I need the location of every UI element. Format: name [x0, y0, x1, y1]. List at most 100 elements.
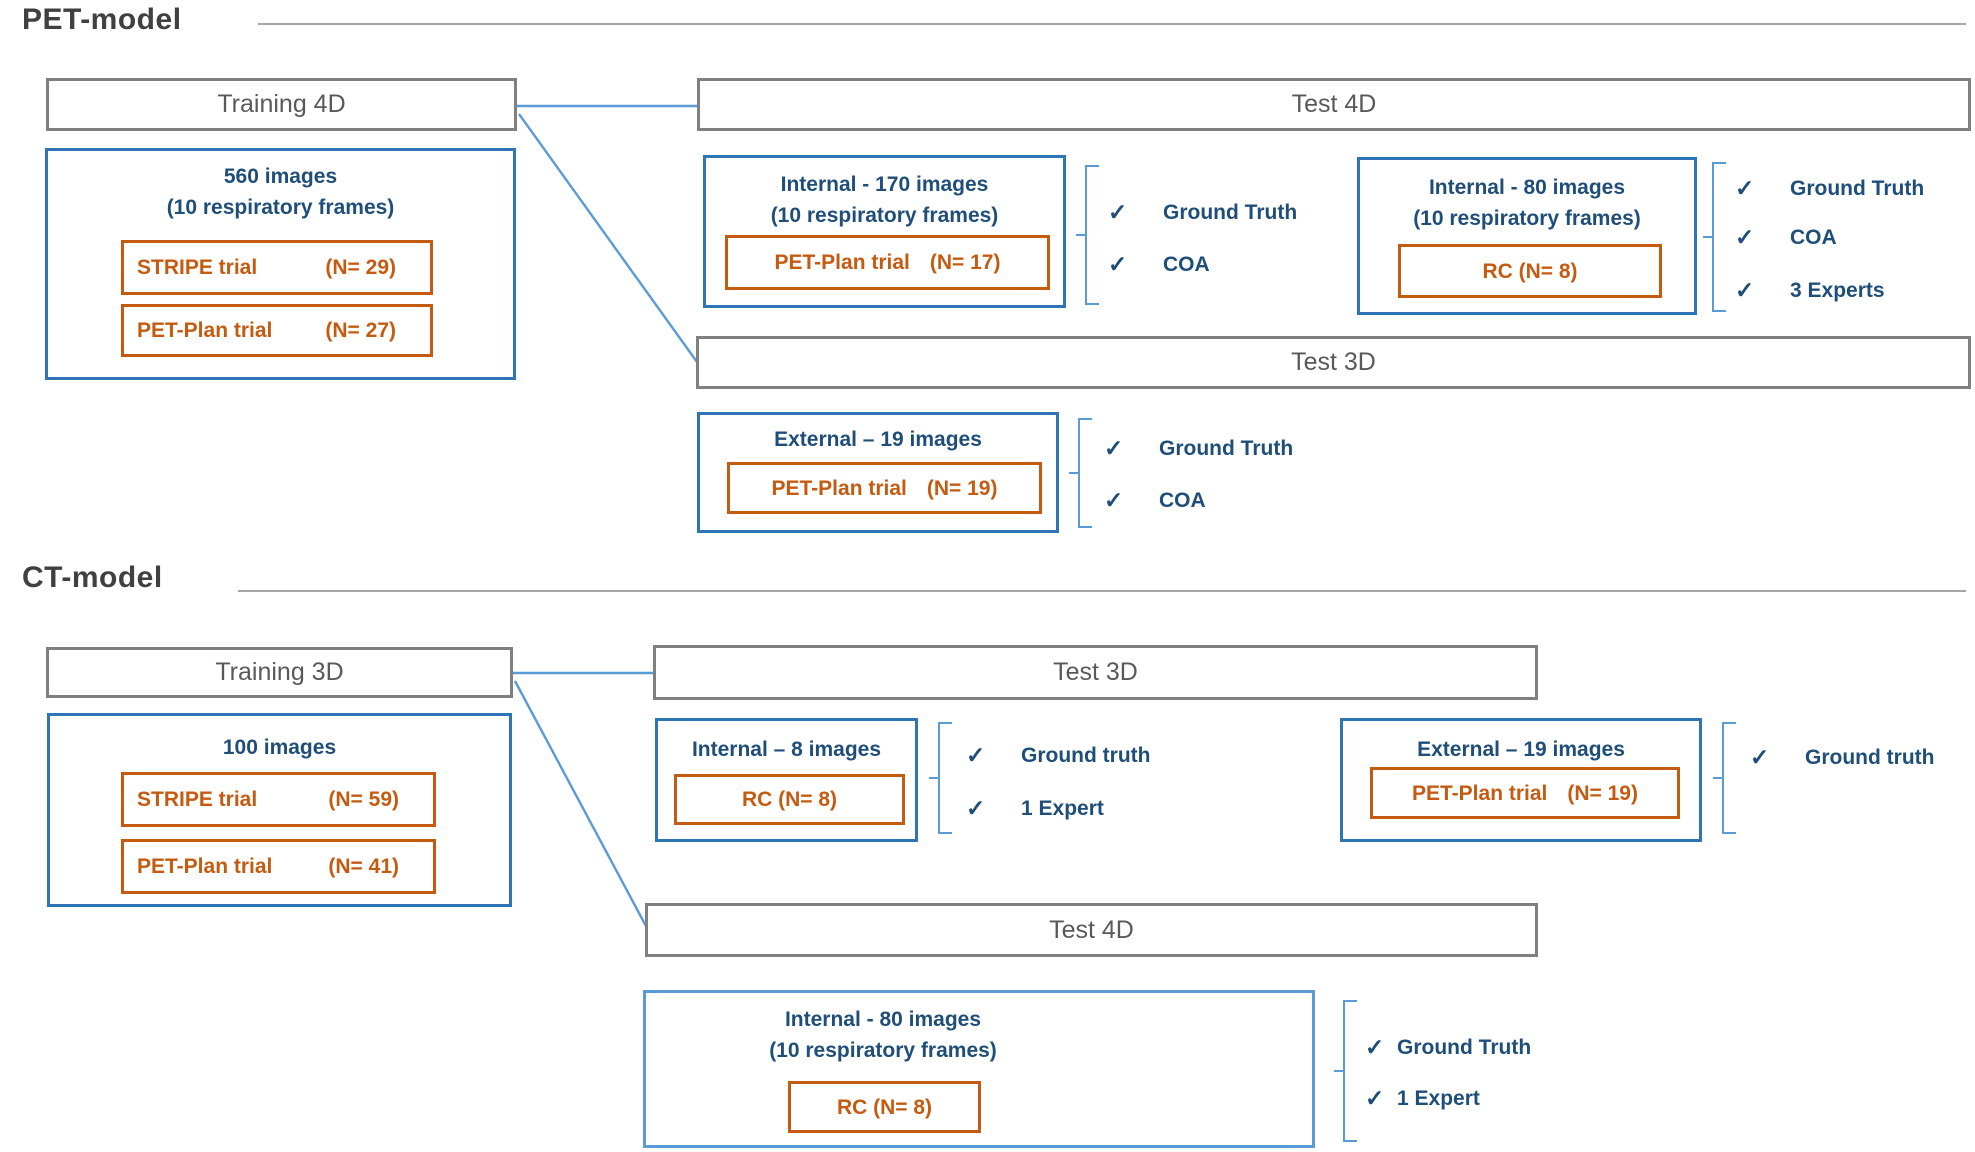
pet-internal170-box: Internal - 170 images (10 respiratory fr… [703, 155, 1066, 308]
pet-training-box: 560 images (10 respiratory frames) STRIP… [45, 148, 516, 380]
trial-label: RC (N= 8) [741, 788, 838, 811]
check-item: ✓ Ground Truth [1108, 199, 1297, 226]
check-item: ✓ Ground Truth [1104, 435, 1293, 462]
trial-n: (N= 17) [929, 251, 1001, 274]
trial-n: (N= 19) [1567, 781, 1638, 805]
ct-internal80-bracket [1334, 1000, 1357, 1142]
trial-n: (N= 59) [328, 788, 399, 811]
check-icon: ✓ [1735, 224, 1755, 250]
pet-internal170-line1: Internal - 170 images [780, 173, 989, 196]
ct-training-line1: 100 images [222, 736, 337, 759]
pet-internal170-line2: (10 respiratory frames) [770, 204, 999, 227]
pet-internal170-bracket [1076, 165, 1099, 305]
ct-external19-bracket [1713, 722, 1736, 834]
check-item: ✓ Ground truth [966, 742, 1150, 769]
pet-section-title: PET-model [22, 3, 182, 36]
ct-external19-line1: External – 19 images [1417, 738, 1625, 761]
ct-title-rule [238, 590, 1966, 592]
check-icon: ✓ [1104, 435, 1124, 461]
check-label: 1 Expert [1397, 1086, 1480, 1110]
ct-training-box: 100 images STRIPE trial (N= 59) PET-Plan… [47, 713, 512, 907]
trial-n: (N= 19) [926, 476, 998, 500]
ct-internal8-bracket [929, 722, 952, 834]
check-label: COA [1163, 252, 1210, 276]
trial-name: STRIPE trial [137, 788, 258, 811]
check-label: COA [1790, 225, 1837, 249]
pet-internal80-bracket [1703, 162, 1726, 312]
check-item: ✓ Ground Truth [1735, 175, 1924, 202]
check-label: Ground Truth [1159, 436, 1294, 460]
check-item: ✓ COA [1735, 224, 1837, 251]
check-label: Ground Truth [1397, 1035, 1532, 1059]
pet-training-line1: 560 images [223, 165, 338, 188]
pet-training-header-label: Training 4D [217, 90, 346, 118]
ct-test4d-header-label: Test 4D [1049, 915, 1134, 944]
trial-name: PET-Plan trial [137, 855, 273, 878]
check-label: Ground Truth [1163, 200, 1298, 224]
check-item: ✓ COA [1108, 251, 1210, 278]
pet-external19-trial-box: PET-Plan trial (N= 19) [727, 462, 1042, 514]
trial-n: (N= 27) [325, 319, 396, 342]
ct-test4d-header: Test 4D [645, 903, 1538, 957]
trial-n: (N= 41) [328, 855, 399, 878]
ct-internal80-line2: (10 respiratory frames) [769, 1039, 997, 1062]
check-icon: ✓ [1108, 199, 1128, 225]
pet-internal80-line2: (10 respiratory frames) [1413, 207, 1641, 230]
pet-test3d-header-label: Test 3D [1291, 348, 1376, 376]
check-item: ✓ Ground Truth [1365, 1034, 1531, 1061]
trial-name: STRIPE trial [137, 256, 258, 279]
pet-test3d-header: Test 3D [696, 336, 1971, 389]
check-label: 3 Experts [1790, 278, 1885, 302]
connector-ct-training-to-test4d [513, 680, 649, 929]
pet-training-trial1-box: STRIPE trial (N= 29) [121, 240, 433, 295]
check-icon: ✓ [1365, 1085, 1385, 1111]
ct-training-trial1-box: STRIPE trial (N= 59) [121, 772, 436, 827]
pet-internal80-trial-box: RC (N= 8) [1398, 244, 1662, 298]
trial-name: PET-Plan trial [771, 476, 907, 500]
trial-name: PET-Plan trial [774, 251, 910, 274]
ct-external19-trial-box: PET-Plan trial (N= 19) [1370, 767, 1680, 819]
check-icon: ✓ [966, 742, 986, 768]
check-label: Ground truth [1805, 745, 1935, 769]
ct-internal80-line1: Internal - 80 images [784, 1008, 982, 1031]
check-label: Ground truth [1021, 743, 1151, 767]
ct-internal8-box: Internal – 8 images RC (N= 8) [655, 718, 918, 842]
check-label: COA [1159, 488, 1206, 512]
pet-external19-bracket [1069, 418, 1092, 528]
trial-name: PET-Plan trial [137, 319, 273, 342]
check-icon: ✓ [1108, 251, 1128, 277]
ct-internal80-box: Internal - 80 images (10 respiratory fra… [643, 990, 1315, 1148]
ct-test3d-header: Test 3D [653, 645, 1538, 700]
trial-n: (N= 29) [325, 256, 396, 279]
check-item: ✓ COA [1104, 487, 1206, 514]
pet-training-trial2-box: PET-Plan trial (N= 27) [121, 304, 433, 357]
ct-internal8-line1: Internal – 8 images [691, 738, 882, 761]
check-icon: ✓ [1735, 175, 1755, 201]
ct-internal8-trial-box: RC (N= 8) [674, 774, 905, 825]
trial-label: RC (N= 8) [836, 1095, 933, 1119]
ct-training-trial2-box: PET-Plan trial (N= 41) [121, 839, 436, 894]
check-icon: ✓ [1735, 277, 1755, 303]
check-label: 1 Expert [1021, 796, 1104, 820]
check-icon: ✓ [1750, 744, 1770, 770]
pet-external19-line1: External – 19 images [774, 428, 982, 451]
pet-training-header: Training 4D [46, 78, 517, 131]
check-icon: ✓ [1365, 1034, 1385, 1060]
ct-internal80-trial-box: RC (N= 8) [788, 1081, 981, 1133]
check-item: ✓ Ground truth [1750, 744, 1934, 771]
pet-internal80-line1: Internal - 80 images [1428, 176, 1626, 199]
pet-test4d-header-label: Test 4D [1291, 90, 1377, 118]
check-item: ✓ 3 Experts [1735, 277, 1885, 304]
check-item: ✓ 1 Expert [966, 795, 1104, 822]
check-label: Ground Truth [1790, 176, 1925, 200]
pet-internal170-trial-box: PET-Plan trial (N= 17) [725, 235, 1050, 290]
pet-external19-box: External – 19 images PET-Plan trial (N= … [697, 412, 1059, 533]
pet-training-line2: (10 respiratory frames) [166, 196, 395, 219]
check-icon: ✓ [1104, 487, 1124, 513]
pet-title-rule [258, 23, 1966, 25]
trial-label: RC (N= 8) [1482, 259, 1578, 283]
ct-section-title: CT-model [22, 561, 163, 594]
trial-name: PET-Plan trial [1412, 781, 1548, 805]
pet-test4d-header: Test 4D [697, 78, 1971, 131]
